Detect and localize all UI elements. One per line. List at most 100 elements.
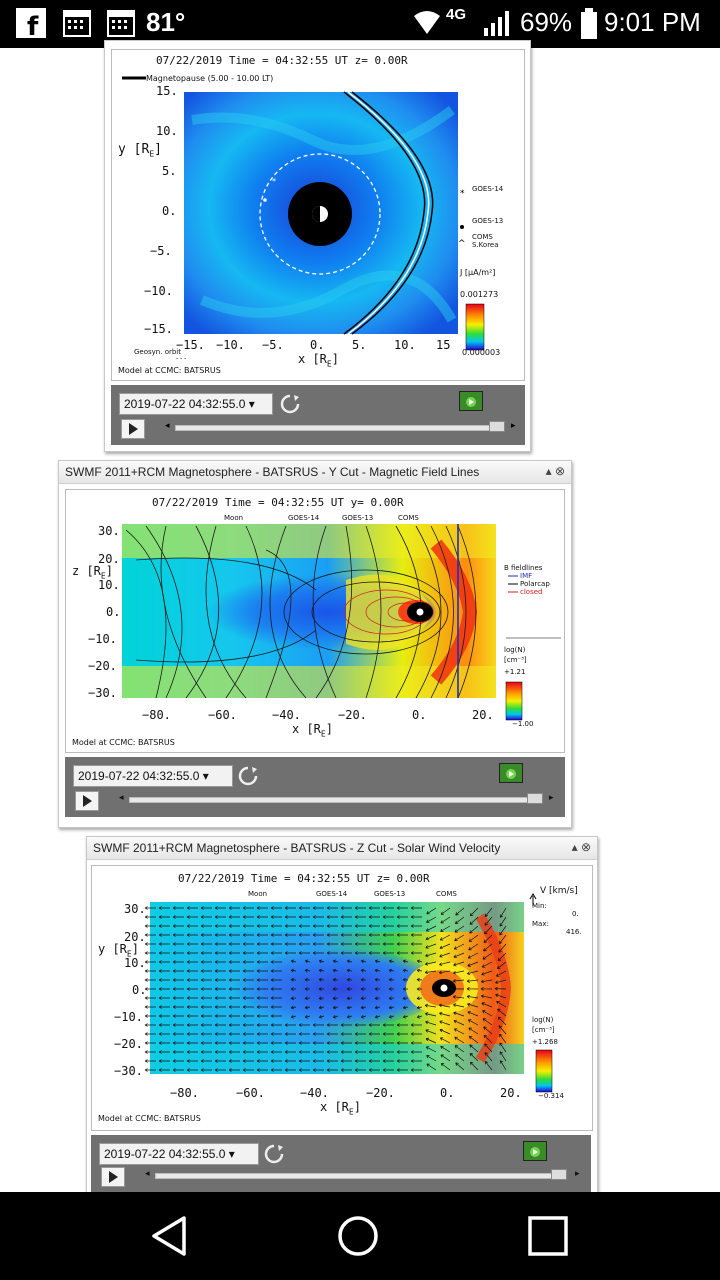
velocity-arrow (388, 987, 394, 991)
y-tick: −5. (150, 244, 172, 258)
velocity-arrow (468, 943, 479, 951)
panel-controls[interactable]: ▴ ⊗ (545, 464, 565, 478)
velocity-arrow (440, 916, 451, 924)
velocity-arrow (186, 1041, 198, 1045)
velocity-arrow (304, 959, 311, 964)
recent-apps-icon[interactable] (526, 1214, 570, 1258)
velocity-arrow (158, 951, 170, 955)
velocity-arrow (382, 915, 394, 919)
time-slider-knob[interactable] (527, 793, 543, 804)
velocity-arrow (440, 907, 451, 915)
velocity-arrow (158, 969, 170, 973)
date-select[interactable]: 2019-07-22 04:32:55.0 ▾ (99, 1143, 259, 1165)
current-density-plot: * * ^ - - - (122, 76, 485, 362)
date-select-value: 2019-07-22 04:32:55.0 (104, 1147, 226, 1161)
date-select[interactable]: 2019-07-22 04:32:55.0 ▾ (119, 393, 273, 415)
velocity-arrow (326, 933, 338, 937)
velocity-arrow (284, 1041, 296, 1045)
video-icon[interactable] (459, 391, 483, 411)
velocity-arrow (466, 979, 479, 983)
play-button[interactable] (121, 419, 145, 439)
close-icon[interactable]: ⊗ (554, 464, 565, 478)
velocity-arrow (312, 951, 324, 955)
velocity-arrow (439, 1020, 451, 1026)
date-select[interactable]: 2019-07-22 04:32:55.0 ▾ (73, 765, 233, 787)
time-slider-knob[interactable] (489, 421, 505, 432)
velocity-arrow (214, 960, 226, 964)
velocity-arrow (290, 1005, 297, 1010)
model-credit: Model at CCMC: BATSRUS (98, 1114, 201, 1123)
step-forward-icon[interactable]: ▸ (549, 793, 554, 803)
velocity-arrow (360, 968, 367, 973)
y-tick: 30. (124, 902, 146, 916)
velocity-arrow (172, 1041, 184, 1045)
x-tick: −40. (272, 708, 301, 722)
velocity-arrow (497, 1016, 507, 1026)
velocity-arrow (144, 996, 156, 1000)
step-back-icon[interactable]: ◂ (165, 421, 170, 431)
velocity-arrow (440, 1054, 451, 1062)
time-slider[interactable] (175, 425, 501, 431)
panel-controls[interactable]: ▴ ⊗ (571, 840, 591, 854)
velocity-arrow (396, 951, 408, 955)
time-slider[interactable] (155, 1173, 567, 1179)
velocity-arrow (144, 978, 156, 982)
time-slider-knob[interactable] (551, 1169, 567, 1180)
velocity-arrow (172, 996, 184, 1000)
video-icon[interactable] (523, 1141, 547, 1161)
play-button[interactable] (75, 791, 99, 811)
velocity-arrow (304, 968, 311, 973)
velocity-arrow (496, 961, 507, 970)
home-icon[interactable] (336, 1214, 380, 1258)
velocity-arrow (228, 942, 240, 946)
velocity-arrow (466, 994, 479, 999)
video-icon[interactable] (499, 763, 523, 783)
close-icon[interactable]: ⊗ (580, 840, 591, 854)
velocity-arrow (270, 1068, 282, 1072)
velocity-arrow (172, 1032, 184, 1036)
velocity-arrow (382, 933, 394, 937)
step-back-icon[interactable]: ◂ (145, 1169, 150, 1179)
velocity-arrow (256, 1041, 268, 1045)
refresh-icon[interactable] (263, 1143, 285, 1165)
velocity-unit: V [km/s] (540, 886, 578, 896)
colorbar-unit: [cm⁻³] (532, 1026, 555, 1034)
velocity-arrow (228, 1032, 240, 1036)
velocity-arrow (483, 1026, 493, 1035)
velocity-arrow (242, 942, 254, 946)
back-icon[interactable] (148, 1214, 192, 1258)
velocity-arrow (481, 961, 493, 968)
refresh-icon[interactable] (279, 393, 301, 415)
play-button[interactable] (101, 1167, 125, 1187)
velocity-arrow (304, 996, 311, 1001)
velocity-arrow (144, 924, 156, 928)
velocity-arrow (242, 1023, 254, 1027)
velocity-arrow (469, 1053, 479, 1062)
time-slider[interactable] (129, 797, 541, 803)
velocity-arrow (452, 995, 465, 999)
y-tick: 10. (156, 124, 178, 138)
velocity-arrow (158, 1005, 170, 1009)
y-tick: 20. (98, 552, 120, 566)
refresh-icon[interactable] (237, 765, 259, 787)
velocity-arrow (354, 915, 366, 919)
velocity-arrow (200, 960, 212, 964)
velocity-arrow (186, 1032, 198, 1036)
velocity-arrow (158, 1050, 170, 1054)
step-back-icon[interactable]: ◂ (119, 793, 124, 803)
velocity-arrow (416, 968, 423, 973)
velocity-arrow (354, 1041, 366, 1045)
moon-legend: Moon (248, 890, 268, 898)
velocity-arrow (453, 1019, 465, 1026)
velocity-arrow (144, 951, 156, 955)
velocity-arrow (144, 1032, 156, 1036)
step-forward-icon[interactable]: ▸ (511, 421, 516, 431)
velocity-arrow (469, 925, 479, 934)
y-tick: 10. (124, 956, 146, 970)
velocity-arrow (388, 968, 395, 973)
step-forward-icon[interactable]: ▸ (575, 1169, 580, 1179)
velocity-arrow (200, 987, 212, 991)
velocity-arrow (499, 1060, 507, 1071)
velocity-arrow (242, 1041, 254, 1045)
velocity-arrow (270, 978, 282, 982)
